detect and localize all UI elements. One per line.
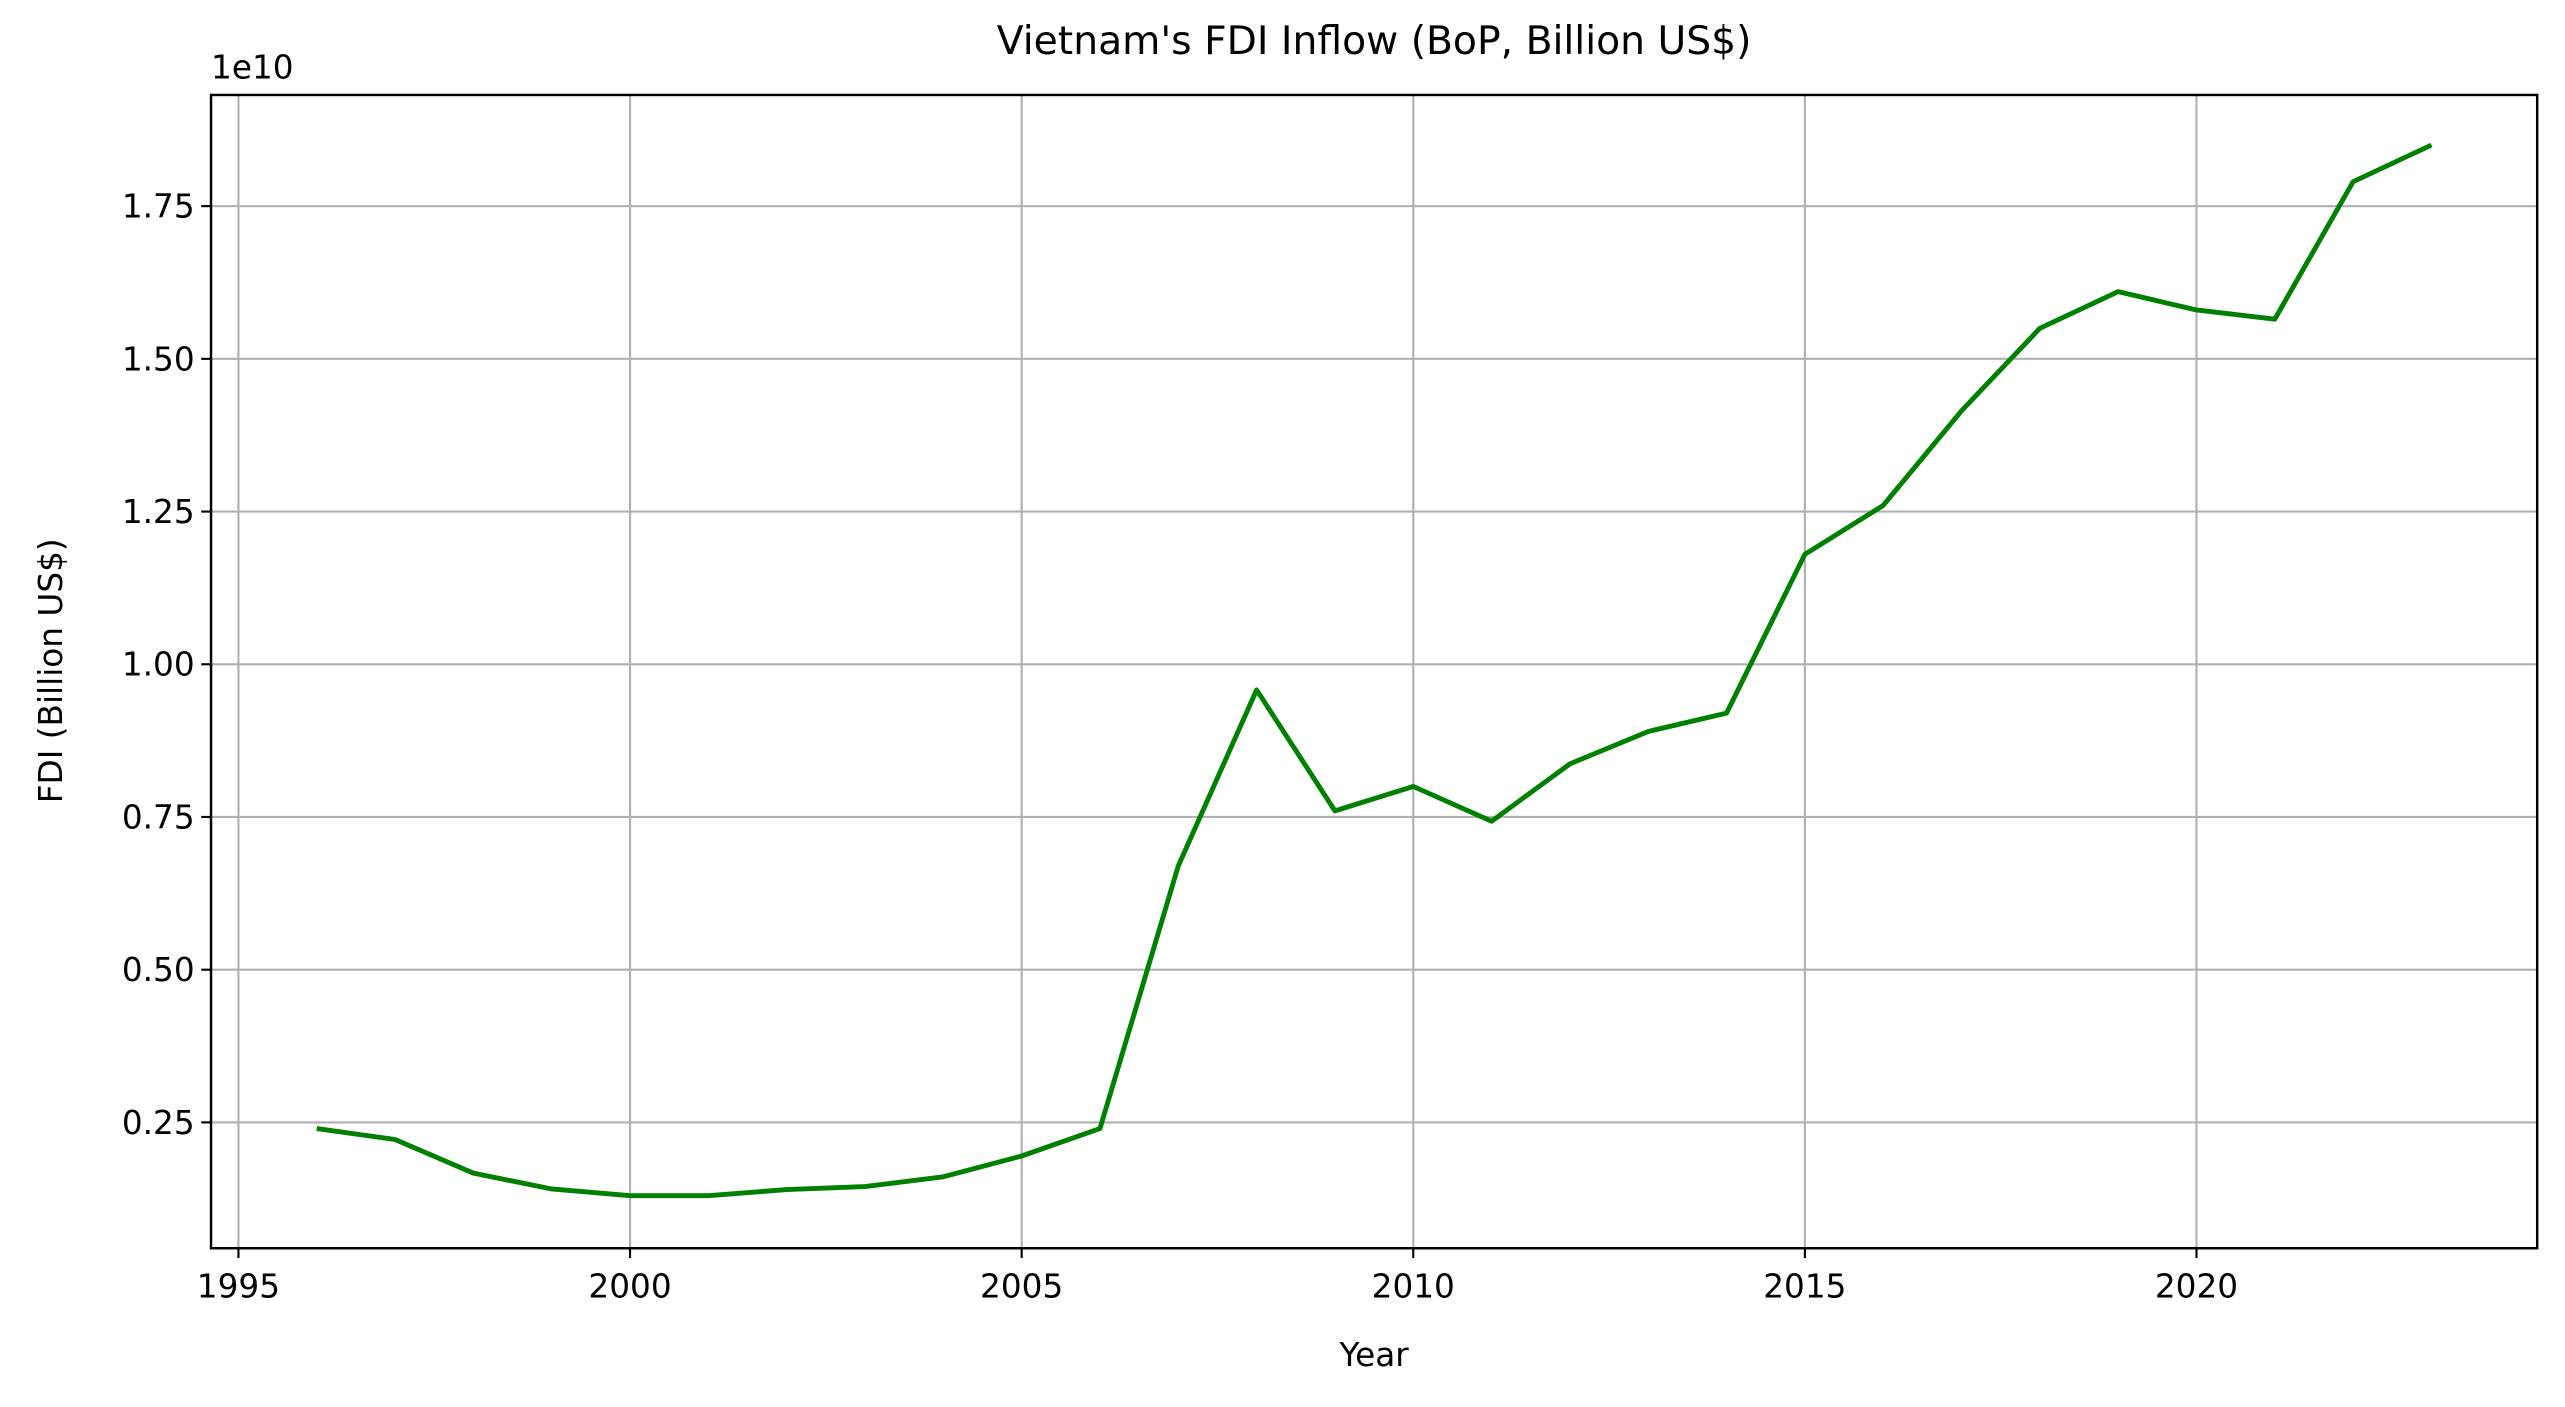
x-tick-label: 2020 — [2155, 1267, 2238, 1305]
x-tick-label: 2010 — [1372, 1267, 1455, 1305]
y-tick-label: 0.75 — [122, 798, 195, 836]
y-axis-label: FDI (Billion US$) — [32, 538, 70, 803]
x-tick-label: 1995 — [197, 1267, 280, 1305]
x-tick-label: 2015 — [1763, 1267, 1846, 1305]
y-tick-label: 0.25 — [122, 1104, 195, 1142]
y-tick-label: 1.00 — [122, 646, 195, 684]
y-tick-label: 1.25 — [122, 493, 195, 531]
y-offset-label: 1e10 — [211, 49, 294, 87]
x-tick-label: 2000 — [588, 1267, 671, 1305]
y-tick-label: 1.75 — [122, 188, 195, 226]
y-tick-label: 0.50 — [122, 951, 195, 989]
x-axis-label: Year — [1338, 1336, 1409, 1374]
chart-title: Vietnam's FDI Inflow (BoP, Billion US$) — [997, 19, 1752, 64]
plot-frame — [209, 93, 2539, 1250]
y-tick-label: 1.50 — [122, 340, 195, 378]
data-line — [316, 142, 2433, 1199]
x-tick-label: 2005 — [980, 1267, 1063, 1305]
